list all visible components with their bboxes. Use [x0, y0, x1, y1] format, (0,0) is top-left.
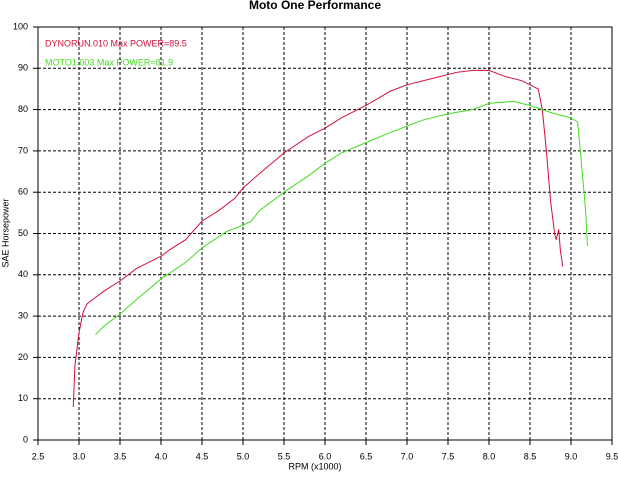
y-tick-label: 70 — [18, 145, 28, 155]
y-tick-label: 40 — [18, 269, 28, 279]
x-tick-label: 7.0 — [401, 451, 414, 461]
x-tick-label: 4.5 — [196, 451, 209, 461]
x-tick-label: 3.5 — [114, 451, 127, 461]
y-tick-label: 0 — [23, 434, 28, 444]
x-tick-label: 9.0 — [565, 451, 578, 461]
x-tick-label: 5.5 — [278, 451, 291, 461]
x-tick-label: 7.5 — [442, 451, 455, 461]
x-tick-label: 5.0 — [237, 451, 250, 461]
x-tick-label: 9.5 — [606, 451, 618, 461]
y-tick-label: 60 — [18, 187, 28, 197]
x-tick-label: 8.5 — [524, 451, 537, 461]
legend-annotation: MOTO1.003 Max POWER=81.9 — [45, 57, 173, 67]
y-tick-label: 10 — [18, 393, 28, 403]
x-tick-label: 4.0 — [155, 451, 168, 461]
y-tick-label: 90 — [18, 63, 28, 73]
x-tick-label: 6.5 — [360, 451, 373, 461]
y-axis-label: SAE Horsepower — [0, 198, 10, 267]
x-tick-label: 6.0 — [319, 451, 332, 461]
plot-frame — [37, 26, 613, 441]
series-line — [95, 100, 588, 336]
y-tick-label: 30 — [18, 310, 28, 320]
x-tick-label: 3.0 — [73, 451, 86, 461]
y-tick-label: 100 — [13, 21, 28, 31]
y-tick-label: 80 — [18, 104, 28, 114]
y-tick-label: 20 — [18, 352, 28, 362]
x-tick-label: 8.0 — [483, 451, 496, 461]
chart-title: Moto One Performance — [249, 0, 381, 12]
series-line — [72, 69, 564, 407]
legend-annotation: DYNORUN.010 Max POWER=89.5 — [45, 38, 187, 48]
x-tick-label: 2.5 — [32, 451, 45, 461]
y-tick-label: 50 — [18, 228, 28, 238]
x-axis-label: RPM (x1000) — [288, 461, 341, 471]
